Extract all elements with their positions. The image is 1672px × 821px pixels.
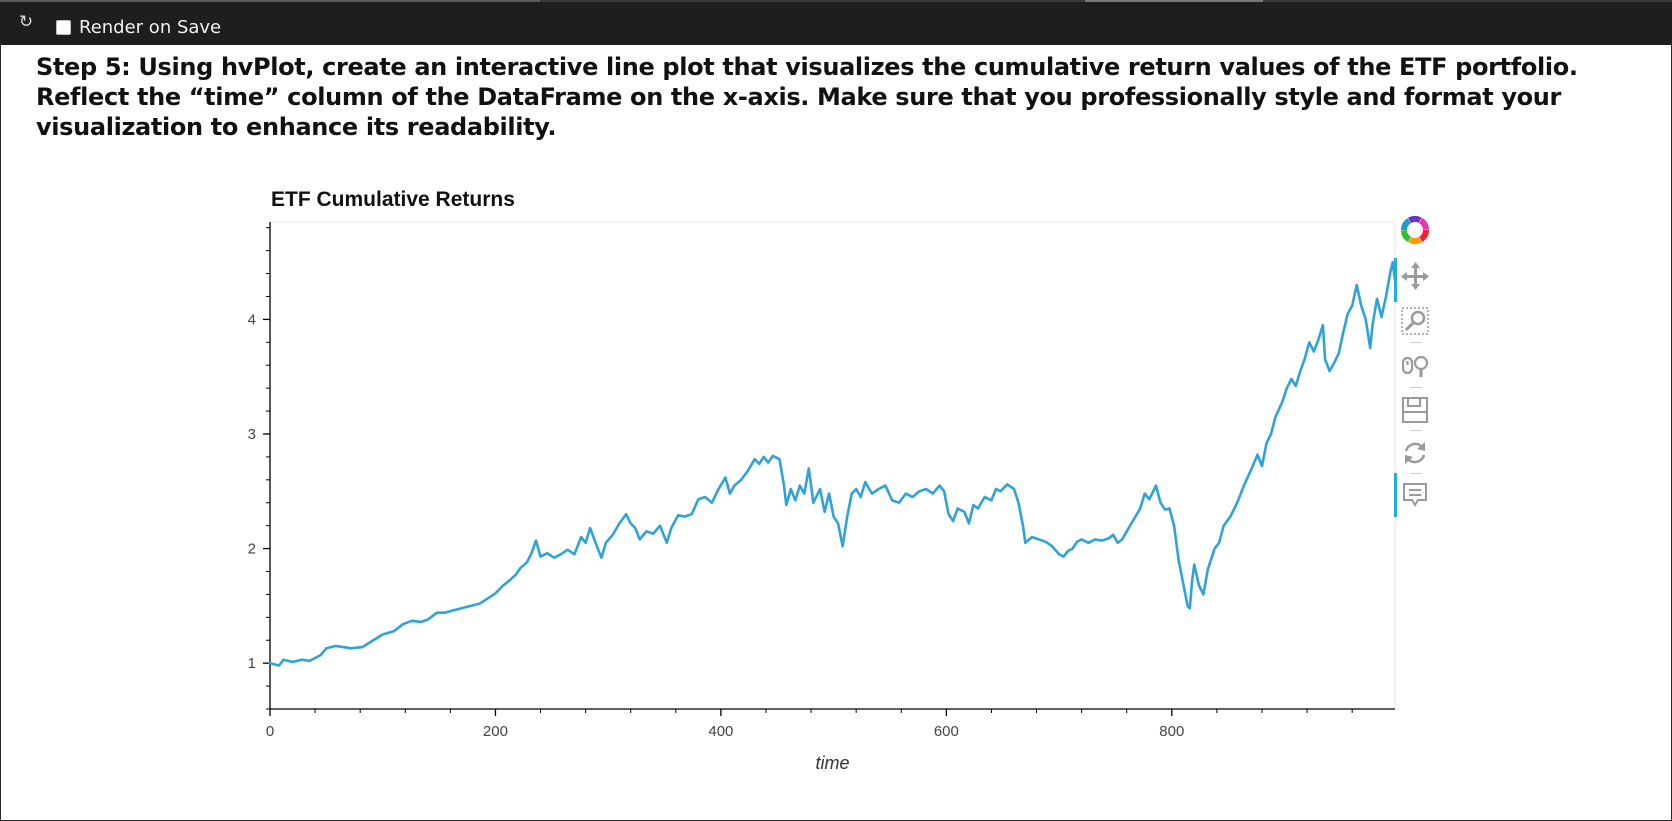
box-zoom-icon[interactable] [1400,306,1430,336]
active-tool-indicator [1394,258,1397,302]
bokeh-logo-icon[interactable] [1400,215,1430,245]
toolbar-separator [1410,473,1422,474]
toolbar-separator [1410,342,1422,343]
refresh-icon[interactable]: ↻ [18,12,34,32]
instructions-line: Step 5: Using hvPlot, create an interact… [36,53,1578,81]
render-on-save-checkbox[interactable] [56,20,71,35]
pan-icon[interactable] [1400,261,1430,291]
axes: 0 200 400 600 800 1 2 3 4 [248,222,1395,740]
toolbar-separator [1410,430,1422,431]
y-tick-label: 3 [248,426,256,443]
x-tick-label: 400 [708,723,733,740]
render-on-save-label: Render on Save [79,17,222,38]
save-icon[interactable] [1400,395,1430,425]
y-tick-label: 1 [248,655,256,672]
wheel-zoom-icon[interactable] [1400,351,1430,381]
plot-toolbar [1392,215,1442,545]
reset-icon[interactable] [1400,438,1430,468]
x-axis-label: time [815,753,849,773]
x-tick-label: 800 [1159,723,1184,740]
y-tick-label: 2 [248,541,256,558]
toolbar-separator [1410,387,1422,388]
chart-title: ETF Cumulative Returns [271,188,515,211]
plot-frame [269,221,1396,710]
instructions-line: visualization to enhance its readability… [36,113,557,141]
active-tool-indicator [1394,473,1397,517]
x-tick-label: 600 [934,723,959,740]
x-tick-label: 0 [266,723,274,740]
preview-toolbar: ↻ Render on Save [0,0,1672,45]
y-tick-label: 4 [248,311,256,328]
hover-icon[interactable] [1400,480,1430,510]
x-tick-label: 200 [483,723,508,740]
series-line [268,260,1397,667]
tab-indicator [0,0,540,2]
tab-indicator [1085,0,1263,2]
instructions-heading: Step 5: Using hvPlot, create an interact… [36,52,1636,142]
instructions-line: Reflect the “time” column of the DataFra… [36,83,1561,111]
